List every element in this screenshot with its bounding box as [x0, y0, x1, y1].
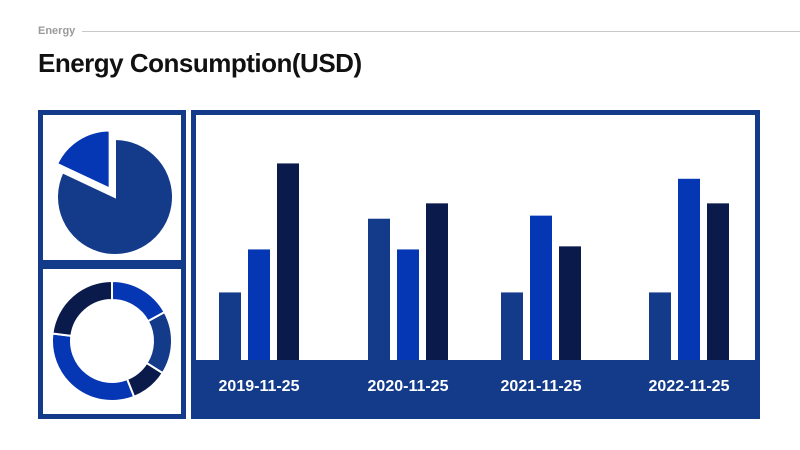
bar: [277, 163, 299, 360]
page-title: Energy Consumption(USD): [38, 48, 362, 78]
bar: [559, 246, 581, 360]
pie-chart: [55, 129, 174, 256]
bar-chart: [219, 163, 729, 360]
x-tick-label: 2021-11-25: [500, 378, 582, 395]
bar: [530, 215, 552, 360]
bar: [678, 178, 700, 360]
donut-segment: [51, 332, 136, 402]
donut-segment: [145, 310, 173, 375]
bar: [248, 249, 270, 360]
bar: [368, 218, 390, 360]
donut-segment: [111, 279, 166, 323]
bar: [426, 203, 448, 360]
donut-segment: [51, 279, 113, 337]
donut-chart: [51, 279, 173, 402]
bar: [219, 292, 241, 360]
bar: [707, 203, 729, 360]
x-axis-band: 2019-11-25 2020-11-25 2021-11-25 2022-11…: [196, 360, 755, 414]
pie-slice: [56, 137, 174, 256]
x-tick-label: 2019-11-25: [218, 378, 300, 395]
bar: [649, 292, 671, 360]
bar: [501, 292, 523, 360]
pie-slice: [55, 129, 111, 191]
donut-chart-panel: [38, 264, 186, 419]
x-tick-label: 2020-11-25: [367, 378, 449, 395]
section-divider: [82, 31, 800, 32]
bar-chart-panel: 2019-11-25 2020-11-25 2021-11-25 2022-11…: [191, 110, 760, 419]
x-tick-label: 2022-11-25: [648, 378, 730, 395]
bar: [397, 249, 419, 360]
section-label: Energy: [38, 25, 76, 37]
pie-chart-panel: [38, 110, 186, 265]
